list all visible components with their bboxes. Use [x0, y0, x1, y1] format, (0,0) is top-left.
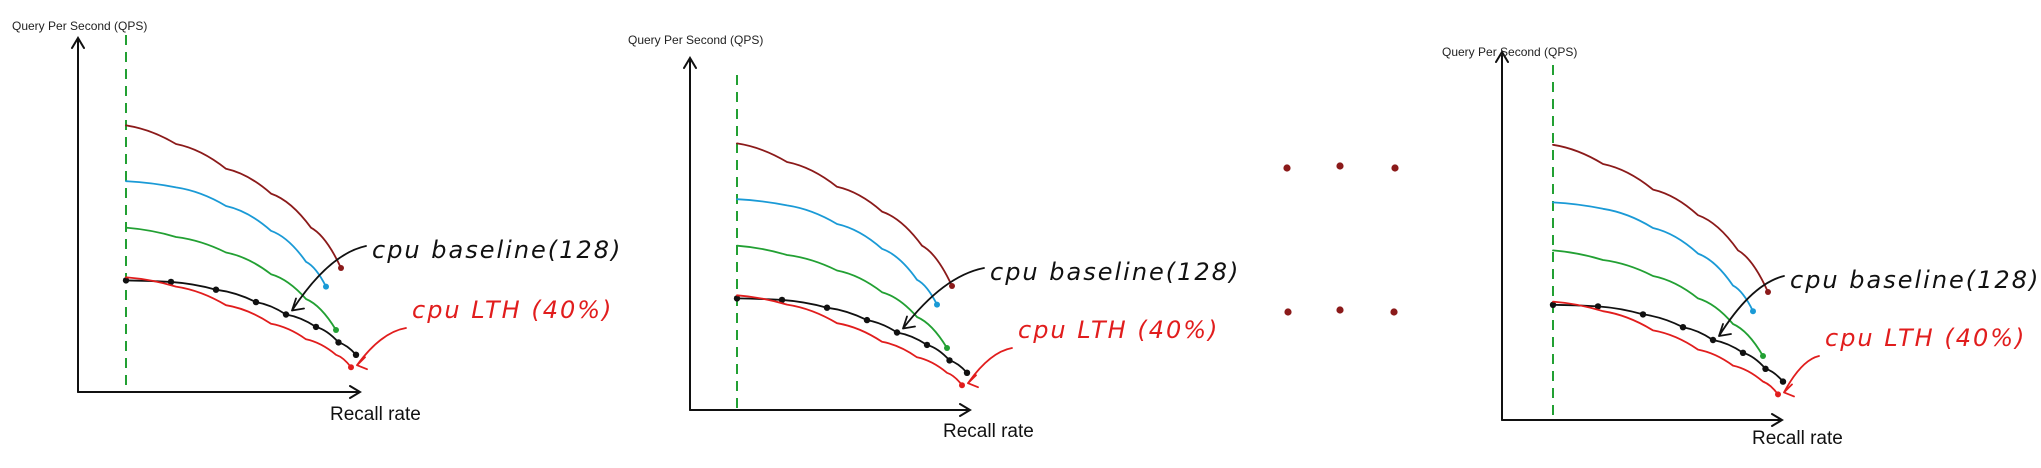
annotation-cpu-lth: cpu LTH (40%)	[412, 296, 613, 324]
data-point-cpu-baseline-5	[893, 329, 901, 336]
series-end-point-series-2	[1750, 308, 1756, 315]
x-axis	[77, 385, 362, 399]
series-end-point-cpu-lth	[1775, 391, 1781, 398]
y-axis-label: Query Per Second (QPS)	[628, 33, 763, 47]
data-point-cpu-baseline-6	[923, 341, 931, 349]
data-point-cpu-baseline-6	[1739, 349, 1747, 356]
data-point-cpu-baseline-2	[167, 278, 175, 286]
x-axis-label: Recall rate	[943, 421, 1034, 442]
data-point-cpu-baseline-1	[122, 277, 130, 284]
x-axis	[1501, 413, 1784, 427]
annotation-arrow-cpu-baseline	[1718, 275, 1785, 337]
series-end-point-series-3	[1760, 353, 1766, 359]
x-axis	[689, 403, 972, 417]
y-axis	[1495, 50, 1509, 421]
series-end-point-cpu-lth	[348, 364, 354, 371]
annotation-arrow-cpu-lth	[967, 347, 1013, 389]
data-point-cpu-baseline-5	[1709, 336, 1717, 344]
series-line-series-1	[736, 142, 953, 287]
y-axis	[71, 36, 85, 393]
series-line-series-1	[1552, 143, 1769, 293]
chart-panel-1: Query Per Second (QPS) Recall rate cpu bas…	[12, 19, 622, 425]
data-point-cpu-baseline-4	[252, 298, 260, 306]
series-line-series-2	[1552, 201, 1754, 313]
ellipsis-dots	[1283, 162, 1399, 316]
series-end-point-cpu-lth	[959, 382, 965, 389]
data-point-cpu-baseline-3	[823, 304, 831, 311]
series-line-cpu-lth	[736, 294, 963, 387]
ellipsis-dot-3	[1391, 164, 1399, 172]
series-end-point-series-1	[949, 283, 955, 289]
data-point-cpu-baseline-7	[335, 339, 342, 346]
data-point-cpu-baseline-8	[352, 351, 360, 358]
chart-panel-2: Query Per Second (QPS) Recall rate cpu bas…	[628, 33, 1240, 442]
data-point-cpu-baseline-7	[1762, 365, 1769, 372]
data-point-cpu-baseline-4	[863, 316, 871, 324]
series-line-cpu-lth	[1552, 300, 1779, 396]
annotation-cpu-baseline: cpu baseline(128)	[372, 236, 622, 264]
annotation-arrow-cpu-lth	[356, 327, 407, 371]
series-end-point-series-3	[944, 345, 950, 351]
x-axis-label: Recall rate	[330, 404, 421, 425]
annotation-cpu-lth: cpu LTH (40%)	[1825, 324, 2026, 352]
data-point-cpu-baseline-8	[963, 369, 971, 376]
series-end-point-series-2	[323, 283, 329, 290]
series-end-point-series-3	[333, 327, 339, 333]
ellipsis-dot-6	[1390, 308, 1398, 316]
data-point-cpu-baseline-1	[733, 295, 741, 302]
y-axis-label: Query Per Second (QPS)	[12, 19, 147, 33]
annotation-cpu-lth: cpu LTH (40%)	[1018, 316, 1219, 344]
data-point-cpu-baseline-5	[282, 311, 290, 318]
series-line-series-1	[125, 124, 342, 269]
data-point-cpu-baseline-7	[946, 357, 953, 364]
ellipsis-dot-4	[1284, 308, 1292, 316]
data-point-cpu-baseline-6	[312, 323, 320, 331]
annotation-cpu-baseline: cpu baseline(128)	[990, 258, 1240, 286]
data-point-cpu-baseline-2	[778, 296, 786, 304]
ellipsis-dot-2	[1336, 162, 1344, 170]
series-end-point-series-1	[1765, 289, 1771, 295]
data-point-cpu-baseline-4	[1679, 324, 1687, 331]
series-line-cpu-baseline	[736, 297, 968, 374]
data-point-cpu-baseline-1	[1549, 301, 1557, 308]
x-axis-label: Recall rate	[1752, 428, 1843, 449]
data-point-cpu-baseline-2	[1594, 303, 1602, 310]
series-line-series-3	[736, 244, 948, 349]
annotation-arrow-cpu-lth	[1783, 355, 1820, 398]
series-line-cpu-baseline	[125, 279, 357, 356]
series-line-cpu-lth	[125, 276, 352, 369]
ellipsis-dot-5	[1336, 306, 1344, 314]
chart-panel-3: Query Per Second (QPS) Recall rate cpu bas…	[1442, 45, 2040, 449]
y-axis-label: Query Per Second (QPS)	[1442, 45, 1577, 59]
annotation-arrow-cpu-baseline	[902, 267, 985, 330]
annotation-cpu-baseline: cpu baseline(128)	[1790, 266, 2040, 294]
series-end-point-series-2	[934, 301, 940, 308]
data-point-cpu-baseline-8	[1779, 378, 1787, 385]
annotation-arrow-cpu-baseline	[291, 245, 367, 312]
series-line-series-3	[125, 226, 337, 331]
series-end-point-series-1	[338, 265, 344, 271]
y-axis	[683, 56, 697, 411]
ellipsis-dot-1	[1283, 164, 1291, 172]
data-point-cpu-baseline-3	[1639, 311, 1647, 318]
series-line-series-3	[1552, 249, 1764, 357]
series-line-series-2	[125, 180, 327, 288]
data-point-cpu-baseline-3	[212, 286, 220, 293]
series-line-cpu-baseline	[1552, 303, 1784, 383]
series-line-series-2	[736, 198, 938, 306]
